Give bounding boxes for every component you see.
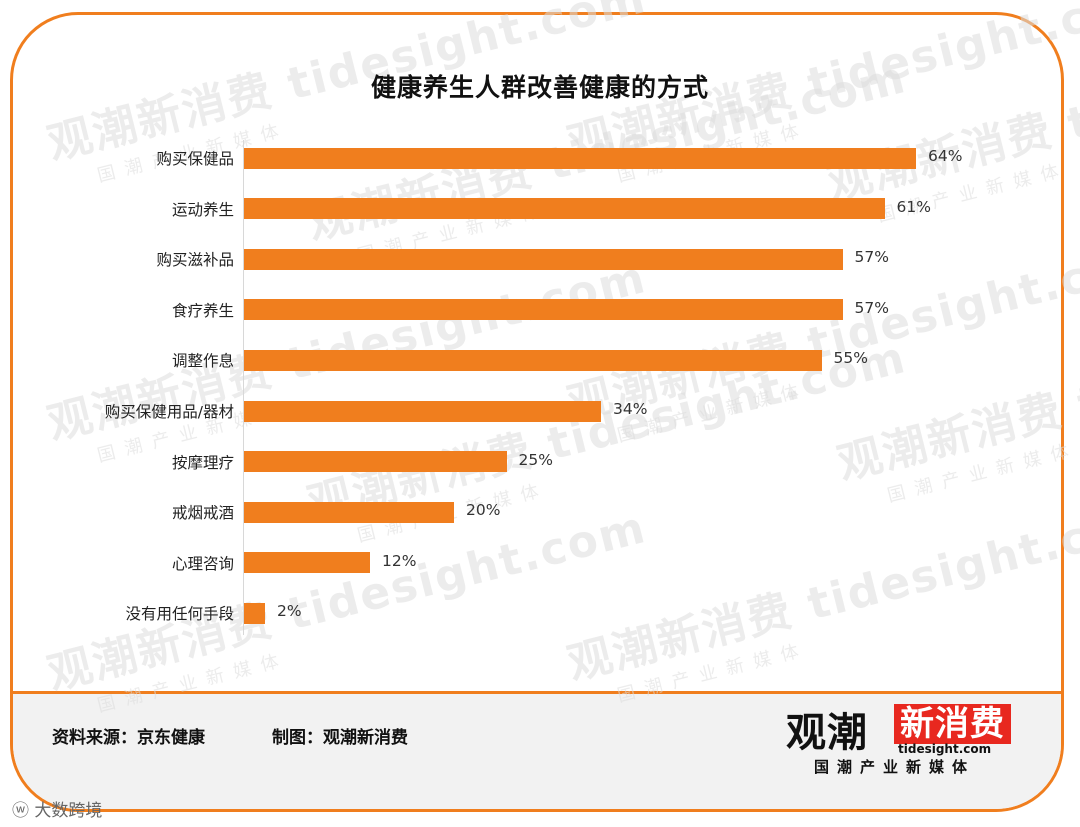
maker-note: 制图：观潮新消费 [272,728,408,748]
value-label: 34% [613,400,648,418]
category-label: 调整作息 [171,352,234,371]
category-axis-line [243,140,244,635]
bar [244,552,370,574]
bar [244,299,843,321]
category-label: 购买滋补品 [156,251,234,270]
value-label: 57% [854,248,889,267]
category-label: 没有用任何手段 [125,605,234,624]
bar [244,147,916,169]
logo-main-text: 观潮 [786,710,868,756]
footer-band [13,691,1061,809]
value-label: 55% [833,349,868,368]
chart-title: 健康养生人群改善健康的方式 [370,73,709,102]
logo-url: tidesight.com [898,742,992,756]
bar [244,248,843,270]
value-label: 61% [896,197,931,216]
value-label: 64% [928,147,963,165]
corner-watermark: ⓦ 大数跨境 [12,796,102,821]
source-note: 资料来源：京东健康 [52,728,205,748]
logo-tagline: 国潮产业新媒体 [814,758,976,776]
bar [244,400,601,422]
bar [244,349,822,371]
category-label: 购买保健品 [156,150,234,168]
category-label: 运动养生 [171,200,234,219]
brand-logo: 观潮 新消费 tidesight.com 国潮产业新媒体 [786,700,1026,780]
weibo-icon: ⓦ [12,801,29,821]
value-label: 57% [854,298,889,317]
value-label: 2% [277,602,302,621]
category-label: 食疗养生 [171,301,234,320]
category-label: 购买保健用品/器材 [104,403,234,421]
category-label: 按摩理疗 [171,453,234,472]
bar [244,451,507,473]
bar [244,198,885,220]
value-label: 20% [466,501,501,520]
chart-frame [10,12,1064,812]
corner-watermark-text: 大数跨境 [34,801,103,821]
value-label: 25% [518,450,553,469]
bar [244,501,454,523]
category-label: 戒烟戒酒 [171,504,234,523]
logo-badge: 新消费 [894,704,1011,744]
bar [244,602,265,624]
category-label: 心理咨询 [171,554,234,573]
value-label: 12% [382,551,417,570]
